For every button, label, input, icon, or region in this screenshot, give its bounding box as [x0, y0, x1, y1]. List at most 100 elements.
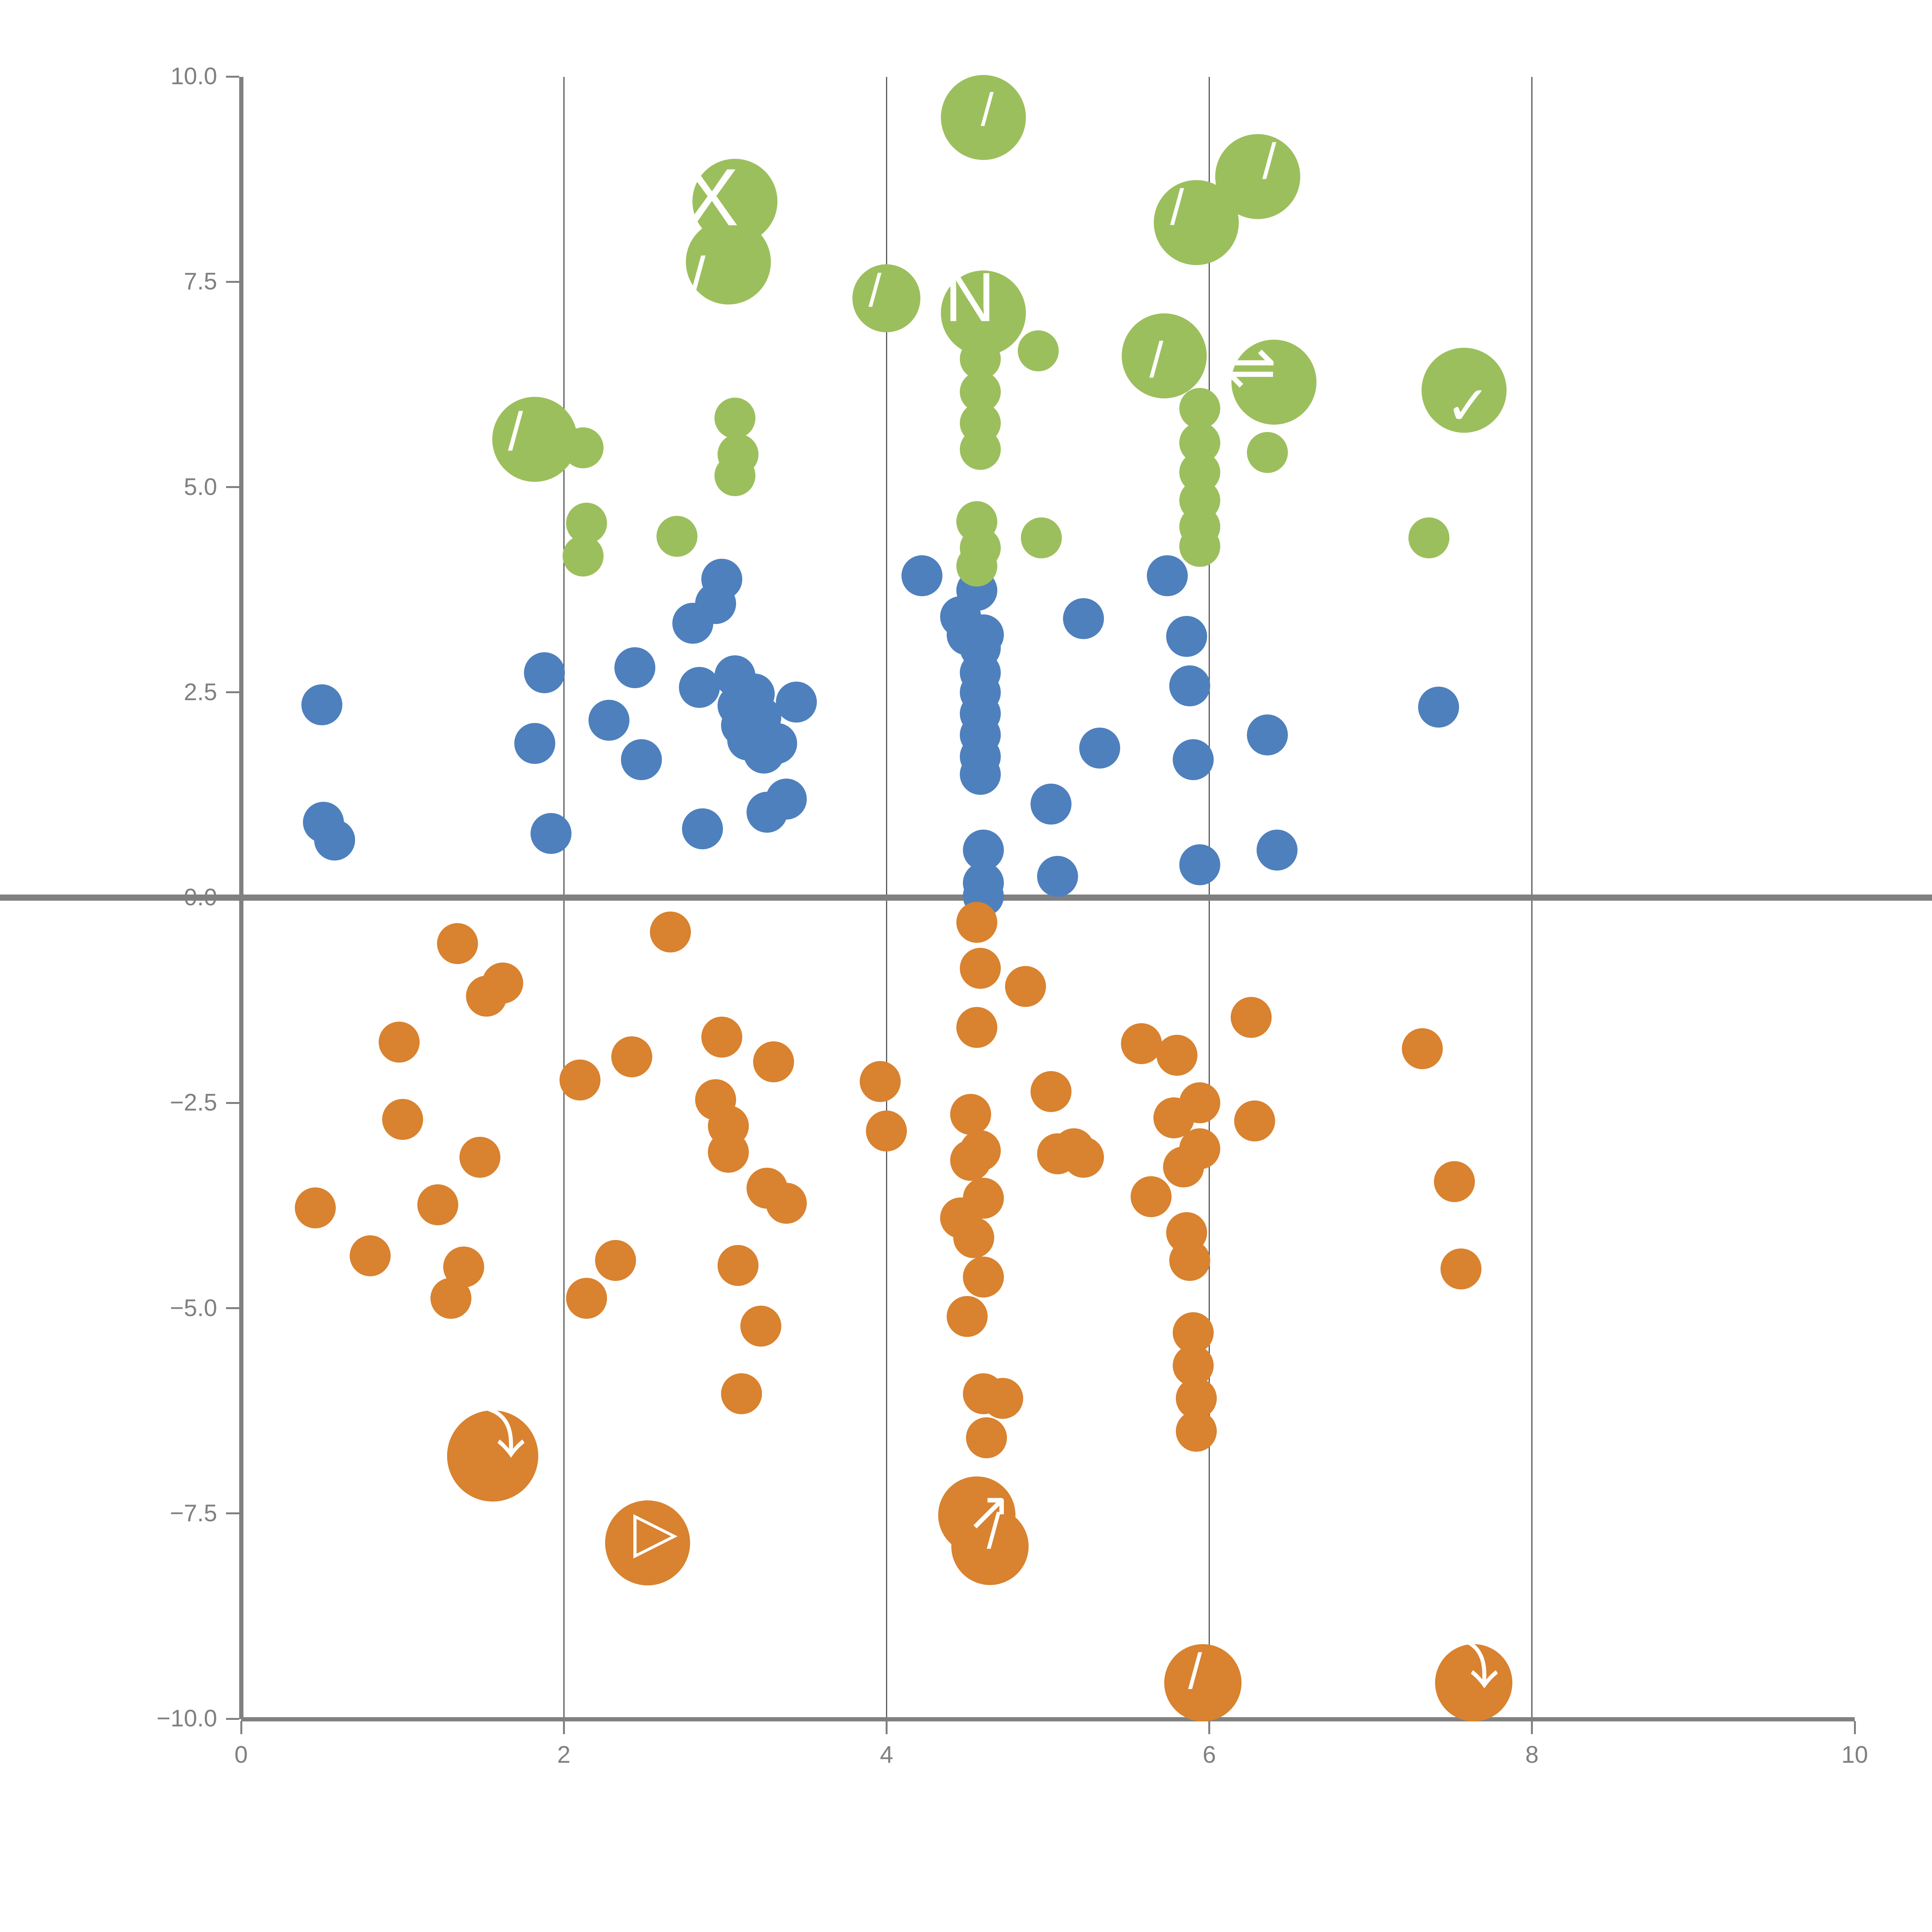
- data-point-green[interactable]: [1408, 517, 1449, 559]
- data-point-blue[interactable]: [301, 684, 342, 725]
- data-point-green[interactable]: [1231, 339, 1316, 425]
- data-point-blue[interactable]: [514, 723, 556, 764]
- data-point-orange[interactable]: [295, 1187, 336, 1229]
- data-point-orange[interactable]: [382, 1099, 423, 1140]
- data-point-orange[interactable]: [379, 1022, 420, 1063]
- data-point-blue[interactable]: [314, 820, 355, 861]
- data-point-orange[interactable]: [753, 1041, 794, 1082]
- data-point-blue[interactable]: [701, 558, 743, 600]
- data-point-green[interactable]: [1422, 347, 1507, 433]
- data-point-orange[interactable]: [1131, 1176, 1172, 1217]
- data-point-green[interactable]: [1247, 432, 1288, 473]
- data-point-green[interactable]: [959, 429, 1001, 470]
- data-point-orange[interactable]: [718, 1245, 759, 1286]
- data-point-orange[interactable]: [959, 947, 1001, 989]
- data-point-green[interactable]: [686, 219, 771, 305]
- data-point-orange[interactable]: [566, 1278, 607, 1319]
- data-point-orange[interactable]: [956, 901, 998, 943]
- data-point-green[interactable]: [1121, 313, 1207, 398]
- data-point-green[interactable]: [852, 264, 921, 332]
- data-point-blue[interactable]: [1418, 687, 1459, 728]
- data-point-green[interactable]: [714, 455, 755, 496]
- data-point-orange[interactable]: [437, 923, 478, 964]
- data-point-orange[interactable]: [482, 963, 523, 1003]
- data-point-orange[interactable]: [605, 1500, 690, 1586]
- data-point-orange[interactable]: [951, 1507, 1029, 1585]
- data-point-orange[interactable]: [447, 1410, 539, 1502]
- data-point-orange[interactable]: [963, 1256, 1004, 1298]
- data-point-blue[interactable]: [621, 739, 662, 780]
- data-point-orange[interactable]: [963, 1177, 1004, 1219]
- data-point-orange[interactable]: [1401, 1028, 1443, 1069]
- data-point-orange[interactable]: [766, 1182, 807, 1224]
- data-point-blue[interactable]: [1063, 598, 1104, 639]
- data-point-blue[interactable]: [1169, 665, 1211, 706]
- data-point-orange[interactable]: [956, 1007, 998, 1048]
- data-point-orange[interactable]: [595, 1240, 636, 1281]
- data-point-blue[interactable]: [682, 808, 723, 849]
- data-point-orange[interactable]: [947, 1296, 988, 1337]
- data-point-orange[interactable]: [1434, 1161, 1475, 1202]
- data-point-blue[interactable]: [1079, 728, 1120, 769]
- data-point-orange[interactable]: [1121, 1023, 1162, 1065]
- data-point-orange[interactable]: [982, 1378, 1024, 1419]
- data-point-orange[interactable]: [1169, 1240, 1211, 1281]
- data-point-orange[interactable]: [859, 1061, 901, 1102]
- data-point-orange[interactable]: [708, 1105, 749, 1146]
- data-point-orange[interactable]: [950, 1094, 991, 1135]
- data-point-blue[interactable]: [1247, 714, 1288, 756]
- data-point-blue[interactable]: [901, 555, 943, 596]
- data-point-blue[interactable]: [588, 700, 630, 741]
- data-point-green[interactable]: [492, 397, 578, 482]
- data-point-orange[interactable]: [953, 1217, 994, 1258]
- data-point-orange[interactable]: [650, 912, 691, 953]
- data-point-orange[interactable]: [443, 1247, 485, 1288]
- data-point-orange[interactable]: [959, 1130, 1001, 1171]
- data-point-orange[interactable]: [1031, 1071, 1072, 1112]
- data-point-orange[interactable]: [1176, 1411, 1217, 1452]
- data-point-orange[interactable]: [1234, 1100, 1275, 1141]
- data-point-orange[interactable]: [1435, 1644, 1513, 1721]
- data-point-green[interactable]: [1179, 388, 1220, 429]
- data-point-blue[interactable]: [530, 813, 571, 854]
- data-point-orange[interactable]: [417, 1184, 459, 1225]
- data-point-green[interactable]: [1215, 134, 1300, 219]
- data-point-orange[interactable]: [1005, 966, 1046, 1007]
- data-point-orange[interactable]: [1063, 1136, 1104, 1178]
- data-point-orange[interactable]: [559, 1059, 600, 1100]
- data-point-green[interactable]: [1179, 526, 1220, 567]
- data-point-blue[interactable]: [1179, 844, 1220, 885]
- data-point-green[interactable]: [656, 516, 697, 557]
- data-point-orange[interactable]: [1440, 1248, 1482, 1289]
- data-point-orange[interactable]: [1164, 1644, 1242, 1721]
- data-point-green[interactable]: [940, 75, 1026, 160]
- data-point-blue[interactable]: [756, 723, 798, 764]
- data-point-blue[interactable]: [614, 647, 655, 688]
- data-point-orange[interactable]: [459, 1136, 501, 1178]
- data-point-orange[interactable]: [1231, 997, 1272, 1038]
- data-point-blue[interactable]: [1166, 616, 1208, 657]
- data-point-blue[interactable]: [766, 779, 807, 820]
- data-point-blue[interactable]: [776, 682, 817, 723]
- data-point-green[interactable]: [956, 545, 998, 587]
- data-point-green[interactable]: [1017, 330, 1059, 371]
- data-point-orange[interactable]: [721, 1373, 762, 1414]
- data-point-blue[interactable]: [959, 754, 1001, 795]
- data-point-blue[interactable]: [1256, 829, 1298, 871]
- data-point-orange[interactable]: [350, 1235, 391, 1276]
- data-point-orange[interactable]: [1156, 1035, 1198, 1076]
- data-point-orange[interactable]: [1179, 1082, 1220, 1124]
- data-point-green[interactable]: [1021, 517, 1062, 559]
- data-point-orange[interactable]: [866, 1110, 907, 1151]
- data-point-blue[interactable]: [1172, 739, 1214, 780]
- data-point-orange[interactable]: [1179, 1128, 1220, 1170]
- data-point-blue[interactable]: [679, 667, 720, 708]
- data-point-green[interactable]: [563, 536, 604, 577]
- data-point-orange[interactable]: [966, 1417, 1007, 1459]
- data-point-orange[interactable]: [611, 1036, 652, 1078]
- data-point-blue[interactable]: [963, 614, 1004, 655]
- data-point-orange[interactable]: [740, 1306, 781, 1347]
- data-point-blue[interactable]: [1147, 555, 1188, 596]
- data-point-green[interactable]: [714, 398, 755, 439]
- data-point-blue[interactable]: [524, 652, 565, 693]
